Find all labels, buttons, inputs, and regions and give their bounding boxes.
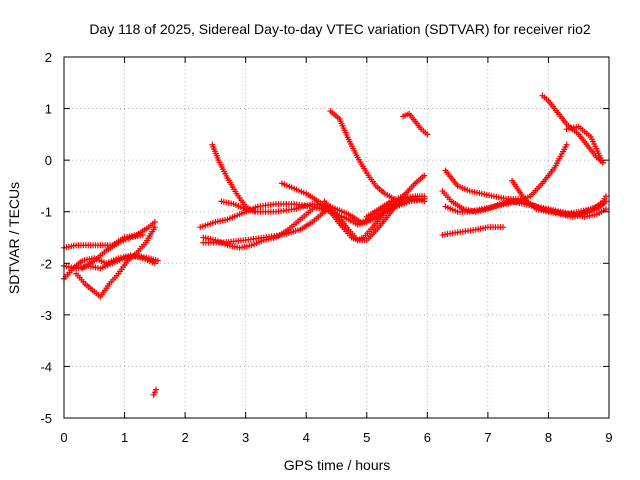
data-point <box>602 206 609 213</box>
series-track-s <box>439 224 507 238</box>
series-track-m <box>327 108 398 202</box>
data-point <box>139 231 146 238</box>
data-point <box>602 193 609 200</box>
series-track-d <box>73 224 158 300</box>
data-point <box>563 141 570 148</box>
series-track-o <box>400 110 431 138</box>
x-tick-label: 5 <box>363 430 370 445</box>
x-tick-label: 9 <box>605 430 612 445</box>
grid-lines <box>64 57 609 418</box>
x-tick-label: 2 <box>181 430 188 445</box>
series-track-f <box>150 386 160 398</box>
series-track-g <box>200 208 328 246</box>
series-track-x <box>575 193 609 218</box>
series-track-h <box>200 206 316 251</box>
x-tick-label: 3 <box>242 430 249 445</box>
x-tick-label: 8 <box>545 430 552 445</box>
x-tick-label: 6 <box>424 430 431 445</box>
x-tick-label: 0 <box>60 430 67 445</box>
data-point <box>599 159 606 166</box>
data-point <box>151 219 158 226</box>
series-track-n <box>321 172 428 244</box>
axis-ticks: 0 1 2 3 4 5 6 7 8 9 -5 -4 -3 -2 -1 0 1 2 <box>40 50 612 445</box>
y-tick-label: -1 <box>40 205 52 220</box>
series-track-c <box>61 252 161 272</box>
y-tick-label: -4 <box>40 359 52 374</box>
y-tick-label: 0 <box>45 153 52 168</box>
series-track-p <box>363 193 428 220</box>
series-track-k <box>218 195 428 226</box>
series-track-u <box>539 92 606 166</box>
data-point <box>424 131 431 138</box>
data-point <box>421 198 428 205</box>
data-point <box>421 172 428 179</box>
y-tick-label: 2 <box>45 50 52 65</box>
y-tick-label: -3 <box>40 308 52 323</box>
y-axis-label: SDTVAR / TECUs <box>6 182 22 294</box>
x-tick-label: 4 <box>303 430 310 445</box>
y-tick-label: 1 <box>45 102 52 117</box>
y-tick-label: -5 <box>40 411 52 426</box>
x-tick-label: 7 <box>484 430 491 445</box>
series-track-t <box>442 141 570 215</box>
chart-title: Day 118 of 2025, Sidereal Day-to-day VTE… <box>89 21 591 37</box>
plot-frame <box>63 56 610 419</box>
data-point <box>500 224 507 231</box>
data-point <box>151 224 158 231</box>
y-tick-label: -2 <box>40 256 52 271</box>
data-point <box>153 386 160 393</box>
series-track-l <box>279 180 428 244</box>
x-axis-label: GPS time / hours <box>284 457 391 473</box>
x-tick-label: 1 <box>121 430 128 445</box>
series-track-e <box>79 231 146 272</box>
data-points <box>61 92 609 398</box>
data-point <box>154 257 161 264</box>
data-point <box>151 260 158 267</box>
